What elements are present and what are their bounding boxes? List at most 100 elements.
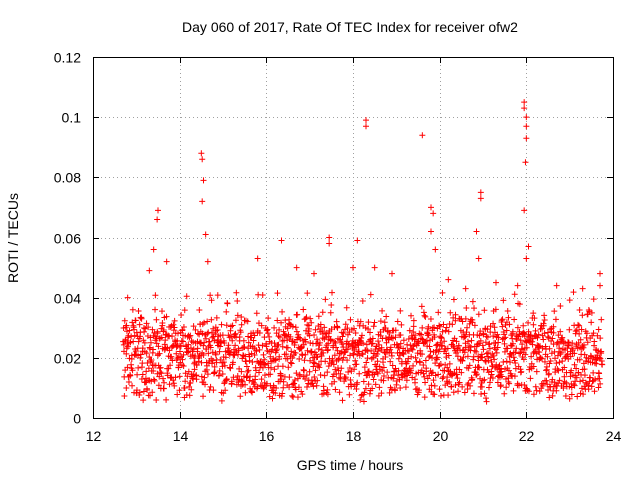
data-point (510, 354, 517, 361)
data-point (193, 361, 200, 368)
data-point (138, 315, 145, 322)
data-point (389, 270, 395, 277)
data-point (597, 335, 604, 342)
data-point (328, 301, 335, 308)
data-point (145, 365, 152, 372)
data-point (241, 343, 248, 350)
data-point (530, 310, 537, 317)
data-point (354, 341, 361, 348)
data-point (319, 309, 326, 316)
data-point (136, 321, 143, 328)
data-point (131, 326, 138, 333)
data-point (139, 360, 146, 367)
data-point (511, 373, 518, 380)
data-point (330, 361, 337, 368)
data-point (590, 330, 597, 337)
data-point (450, 296, 457, 303)
data-point (280, 378, 287, 385)
data-point (369, 335, 376, 342)
data-point (480, 331, 487, 338)
data-point (301, 367, 308, 374)
data-point (355, 342, 362, 349)
data-point (409, 346, 416, 353)
data-point (492, 340, 499, 347)
data-point (229, 337, 236, 344)
data-point (293, 264, 300, 271)
data-point (205, 350, 212, 357)
data-point (579, 312, 586, 319)
data-point (575, 321, 582, 328)
data-point (222, 354, 229, 361)
data-point (272, 390, 279, 397)
data-point (273, 384, 280, 391)
data-point (478, 390, 485, 397)
data-point (359, 297, 366, 304)
data-point (160, 327, 167, 334)
y-tick-label: 0.12 (54, 50, 81, 66)
data-point (562, 393, 569, 400)
data-point (336, 389, 343, 396)
data-point (577, 378, 584, 385)
data-point (327, 337, 334, 344)
data-point (312, 367, 319, 374)
data-point (574, 393, 581, 400)
data-point (418, 303, 425, 310)
data-point (275, 341, 282, 348)
data-point (120, 341, 127, 348)
data-point (316, 339, 323, 346)
data-point (439, 342, 446, 349)
data-point (256, 346, 263, 353)
data-point (484, 326, 491, 333)
data-point (543, 366, 550, 373)
data-point (380, 364, 387, 371)
data-point (362, 385, 369, 392)
data-point (400, 351, 407, 358)
data-point (245, 339, 252, 346)
data-point (520, 322, 527, 329)
data-point (284, 344, 291, 351)
data-point (495, 334, 502, 341)
data-point (543, 367, 550, 374)
data-point (473, 228, 480, 235)
data-point (316, 364, 323, 371)
data-point (434, 354, 441, 361)
data-point (581, 351, 588, 358)
data-point (207, 383, 214, 390)
data-point (345, 368, 352, 375)
data-point (172, 374, 179, 381)
data-point (331, 378, 338, 385)
data-point (295, 334, 302, 341)
data-point (234, 312, 241, 319)
data-point (428, 382, 435, 389)
data-point (392, 387, 399, 394)
x-tick-label: 22 (519, 428, 535, 444)
data-point (595, 347, 602, 354)
data-point (237, 329, 244, 336)
data-point (516, 301, 523, 308)
data-point (520, 356, 527, 363)
data-point (539, 345, 546, 352)
data-point (469, 376, 476, 383)
data-point (490, 333, 497, 340)
data-point (509, 340, 516, 347)
data-point (544, 353, 551, 360)
data-point (198, 150, 205, 157)
data-point (334, 324, 341, 331)
data-point (278, 237, 285, 244)
data-point (158, 308, 165, 315)
data-point (433, 355, 440, 362)
data-point (387, 358, 394, 365)
data-point (540, 336, 547, 343)
data-point (404, 341, 411, 348)
data-point (591, 388, 598, 395)
data-point (466, 320, 473, 327)
data-point (127, 372, 134, 379)
data-point (220, 359, 227, 366)
data-point (412, 332, 419, 339)
data-point (178, 312, 185, 319)
data-point (486, 379, 493, 386)
y-axis-label: ROTI / TECUs (5, 193, 21, 283)
data-point (351, 325, 358, 332)
data-point (296, 356, 303, 363)
data-point (473, 372, 480, 379)
